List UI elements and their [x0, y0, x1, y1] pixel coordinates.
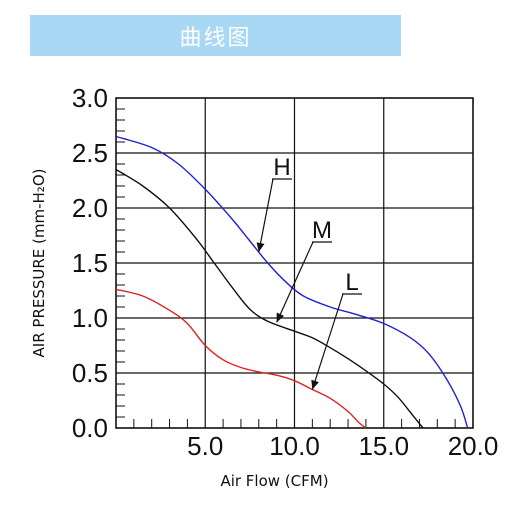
leader-line	[276, 241, 314, 323]
y-tick-label: 1.5	[72, 248, 108, 278]
leader-line	[258, 178, 274, 253]
x-tick-label: 5.0	[187, 431, 223, 461]
x-tick-label: 15.0	[358, 431, 409, 461]
y-tick-label: 2.0	[72, 193, 108, 223]
annotations: H ML	[256, 154, 362, 390]
plot-frame	[115, 97, 474, 429]
y-tick-label: 3.0	[72, 83, 108, 113]
x-axis-title: Air Flow (CFM)	[220, 472, 328, 490]
leader-line	[311, 293, 344, 390]
minor-ticks	[116, 108, 456, 428]
x-tick-label: 20.0	[448, 431, 499, 461]
y-tick-label: 0.5	[72, 358, 108, 388]
chart-banner: 曲线图	[30, 15, 401, 56]
banner-title: 曲线图	[179, 25, 252, 51]
curve-label-h: H	[273, 154, 290, 181]
series-line-h	[115, 135, 469, 429]
arrow-head	[311, 379, 319, 390]
grid	[115, 97, 474, 429]
arrow-head	[256, 242, 265, 252]
y-tick-label: 0.0	[72, 413, 108, 443]
curve-label-l: L	[345, 269, 358, 296]
y-axis-title: AIR PRESSURE (mm-H₂O)	[30, 169, 48, 358]
curve-label-m: M	[312, 217, 332, 244]
series-line-l	[115, 288, 367, 429]
series-line-m	[115, 168, 424, 429]
arrow-head	[276, 312, 285, 323]
x-tick-label: 10.0	[269, 431, 320, 461]
y-tick-label: 1.0	[72, 303, 108, 333]
y-tick-label: 2.5	[72, 138, 108, 168]
curves	[115, 135, 469, 429]
